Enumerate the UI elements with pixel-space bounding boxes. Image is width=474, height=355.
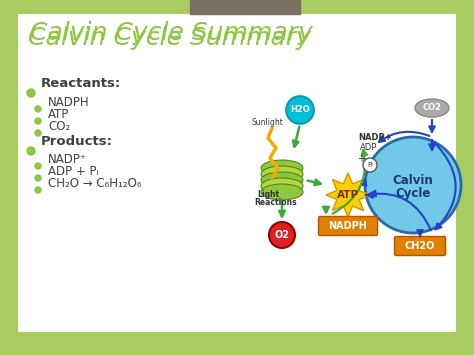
Ellipse shape bbox=[261, 178, 303, 194]
Text: NADPH: NADPH bbox=[328, 221, 367, 231]
Circle shape bbox=[286, 96, 314, 124]
Text: ATP: ATP bbox=[48, 108, 69, 121]
FancyBboxPatch shape bbox=[319, 217, 377, 235]
Circle shape bbox=[35, 187, 41, 193]
Bar bbox=[190, 0, 300, 14]
Ellipse shape bbox=[261, 166, 303, 182]
Text: Pi: Pi bbox=[367, 162, 373, 168]
Text: NADP⁺: NADP⁺ bbox=[48, 153, 87, 166]
Circle shape bbox=[27, 89, 35, 97]
Circle shape bbox=[363, 158, 377, 172]
Text: +: + bbox=[357, 154, 365, 164]
Ellipse shape bbox=[261, 184, 303, 200]
Text: CO2: CO2 bbox=[422, 104, 441, 113]
Text: Sunlight: Sunlight bbox=[252, 118, 284, 127]
Text: CH2O: CH2O bbox=[405, 241, 435, 251]
Circle shape bbox=[365, 137, 461, 233]
Text: Cycle: Cycle bbox=[395, 187, 431, 201]
Text: CO₂: CO₂ bbox=[48, 120, 70, 133]
Circle shape bbox=[27, 147, 35, 155]
Text: H2O: H2O bbox=[290, 105, 310, 115]
Text: NADP+: NADP+ bbox=[358, 133, 392, 142]
Text: Calvin: Calvin bbox=[392, 174, 433, 186]
Circle shape bbox=[35, 175, 41, 181]
Ellipse shape bbox=[261, 172, 303, 188]
Circle shape bbox=[35, 106, 41, 112]
Circle shape bbox=[35, 163, 41, 169]
Circle shape bbox=[269, 222, 295, 248]
Text: Reactants:: Reactants: bbox=[41, 77, 121, 90]
Text: Calvin Cycle Summary: Calvin Cycle Summary bbox=[28, 26, 311, 50]
Text: ADP: ADP bbox=[360, 143, 377, 152]
Circle shape bbox=[35, 130, 41, 136]
Text: NADPH: NADPH bbox=[48, 96, 90, 109]
Text: Products:: Products: bbox=[41, 135, 113, 148]
Text: ADP + Pᵢ: ADP + Pᵢ bbox=[48, 165, 99, 178]
Text: Reactions: Reactions bbox=[254, 198, 297, 207]
Text: CH₂O → C₆H₁₂O₆: CH₂O → C₆H₁₂O₆ bbox=[48, 177, 142, 190]
Text: Light: Light bbox=[257, 190, 279, 199]
Circle shape bbox=[35, 118, 41, 124]
Text: Calvin Cycle Summary: Calvin Cycle Summary bbox=[30, 21, 313, 45]
Text: ATP: ATP bbox=[337, 190, 359, 200]
Polygon shape bbox=[326, 173, 370, 217]
Ellipse shape bbox=[261, 160, 303, 176]
Bar bbox=[18, 14, 456, 332]
Text: O2: O2 bbox=[274, 230, 290, 240]
Ellipse shape bbox=[415, 99, 449, 117]
FancyBboxPatch shape bbox=[394, 236, 446, 256]
